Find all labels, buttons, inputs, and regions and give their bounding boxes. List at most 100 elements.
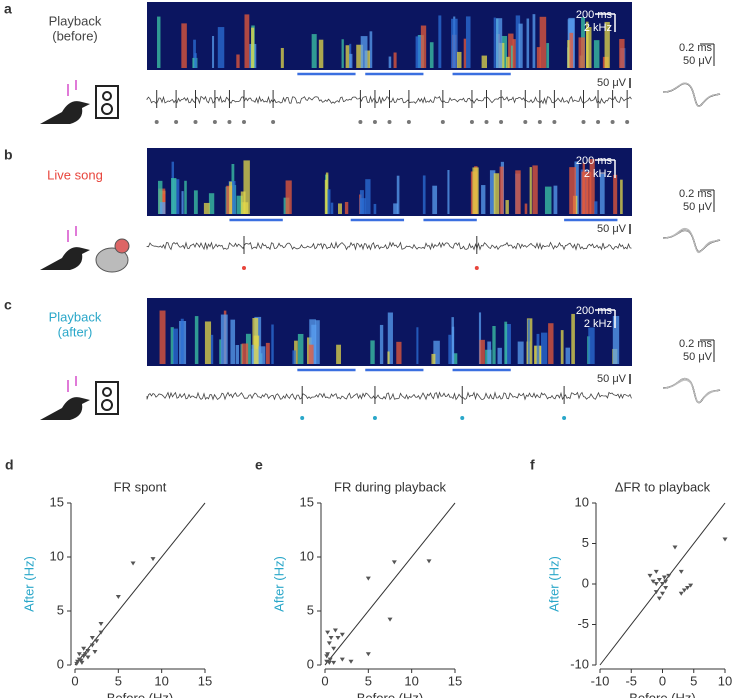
panel-label: Live song [47, 167, 103, 182]
point [79, 660, 85, 665]
spectro-syllable [544, 186, 552, 214]
wave-scale: 0.2 ms [679, 42, 713, 54]
spectro-syllable [159, 310, 166, 364]
point [325, 630, 331, 635]
spectro-syllable [433, 340, 440, 364]
x-axis-label: Before (Hz) [357, 690, 423, 698]
point [678, 591, 684, 596]
spike-dot [227, 120, 232, 124]
spectro-syllable [280, 47, 284, 68]
y-tick-label: 10 [575, 494, 589, 509]
point [81, 646, 87, 651]
scale-label: 2 kHz [584, 168, 612, 180]
spectro-syllable [245, 333, 251, 364]
spectro-syllable [387, 312, 393, 364]
point [326, 660, 332, 665]
chart-title: FR during playback [334, 479, 446, 494]
spectro-syllable [241, 343, 249, 364]
chart-title: ΔFR to playback [615, 479, 711, 494]
spectro-syllable [479, 339, 485, 364]
bird [40, 247, 90, 270]
bird2 [95, 247, 129, 273]
x-tick-label: -5 [625, 673, 637, 688]
spike-dot [372, 120, 377, 124]
waveform [662, 82, 721, 107]
spectro-syllable [532, 14, 536, 68]
spectro-syllable [463, 38, 467, 68]
y-tick-label: 0 [307, 656, 314, 671]
panel-letter: f [530, 457, 535, 473]
spectro-syllable [594, 201, 598, 214]
spectro-syllable [599, 173, 605, 214]
spectro-syllable [526, 18, 530, 68]
spectro-syllable [565, 347, 571, 364]
panel-label: (after) [58, 324, 93, 339]
spectro-syllable [438, 15, 442, 68]
spike-dot [406, 120, 411, 124]
panel-letter: e [255, 457, 263, 473]
spike-dot [358, 120, 363, 124]
spectro-syllable [359, 190, 364, 214]
spectro-syllable [181, 23, 187, 68]
spectro-syllable [203, 202, 210, 214]
point [327, 657, 333, 662]
spike-dot [271, 120, 276, 124]
panel-label: Playback [49, 13, 102, 28]
spectro-syllable [532, 165, 538, 214]
x-tick-label: 15 [448, 673, 462, 688]
scale-label: 50 μV [597, 373, 627, 385]
spike-dot [562, 416, 567, 420]
x-tick-label: 15 [198, 673, 212, 688]
spectro-syllable [517, 341, 524, 364]
scale-label: 2 kHz [584, 22, 612, 34]
point [391, 560, 397, 565]
spike-dot [242, 120, 246, 124]
spectro-syllable [235, 345, 240, 364]
waveform [662, 82, 721, 107]
spectro-syllable [157, 180, 163, 214]
spectro-syllable [508, 33, 514, 68]
spectro-syllable [360, 36, 368, 68]
point [335, 636, 341, 640]
spectro-syllable [451, 326, 455, 364]
bird [40, 397, 90, 420]
waveform [662, 82, 721, 107]
spectro-syllable [292, 350, 296, 364]
spectro-syllable [194, 53, 197, 68]
spectro-syllable [240, 191, 246, 214]
spectro-syllable [204, 321, 212, 364]
bird-icon [40, 226, 130, 273]
point [78, 658, 84, 663]
spectro-syllable [536, 47, 541, 68]
spectro-syllable [244, 14, 250, 68]
identity-line [74, 502, 206, 666]
spectro-syllable [582, 162, 585, 214]
point [115, 594, 121, 599]
point [324, 659, 330, 664]
spectro-syllable [173, 328, 178, 364]
panel-label: (before) [52, 28, 98, 43]
bird-icon [40, 376, 119, 420]
notes [67, 80, 77, 96]
neural-trace [146, 95, 632, 106]
spectro-syllable [324, 179, 327, 214]
wave-scale: 50 μV [683, 201, 713, 213]
point [666, 573, 672, 578]
point [653, 590, 659, 595]
spectro-syllable [536, 333, 540, 364]
spectro-syllable [365, 179, 371, 214]
panel-letter: a [4, 1, 12, 17]
point [661, 575, 667, 580]
y-tick-label: 5 [307, 602, 314, 617]
point [325, 652, 331, 657]
spike-dot [242, 266, 246, 270]
point [74, 661, 80, 666]
bird [40, 101, 90, 124]
neural-trace [146, 391, 632, 401]
point [348, 659, 354, 664]
notes [67, 376, 77, 392]
point [688, 583, 694, 588]
x-tick-label: 0 [71, 673, 78, 688]
spectro-syllable [539, 16, 547, 68]
spectro-syllable [613, 174, 618, 214]
